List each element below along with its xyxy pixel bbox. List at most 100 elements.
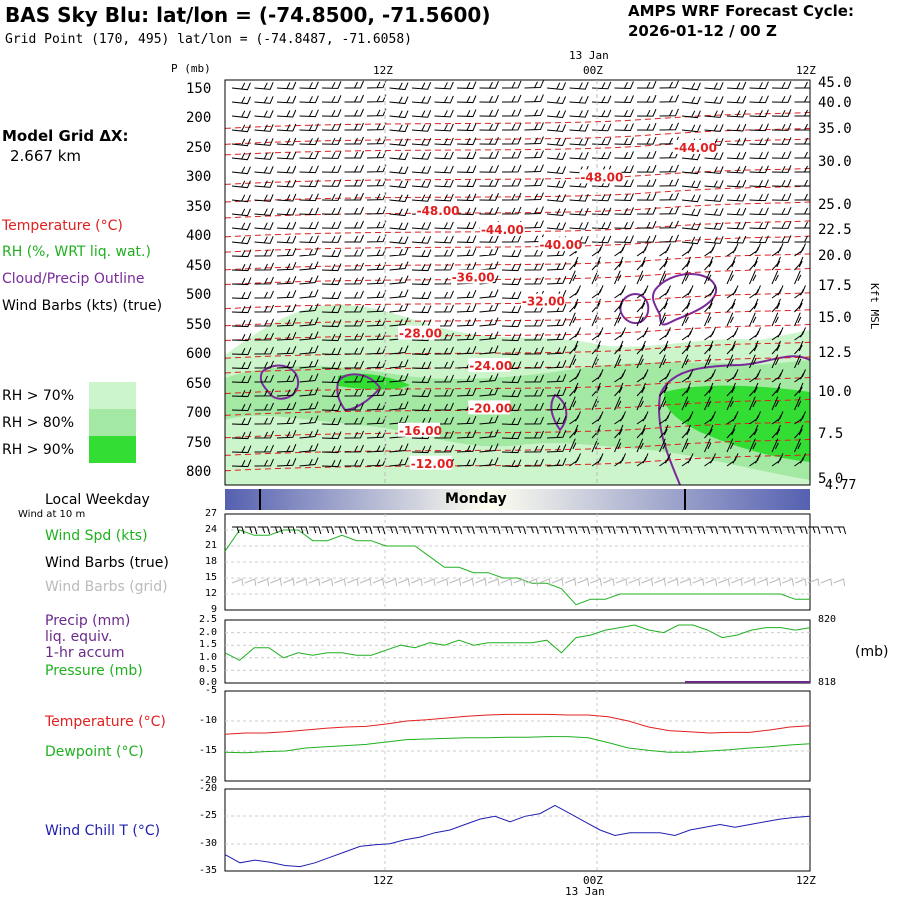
wind-barb-151 — [704, 152, 724, 160]
wind-barb-423 — [389, 303, 409, 313]
wind-barb-184 — [276, 179, 297, 188]
wind-barb-542 — [726, 354, 734, 369]
wind-barb-170 — [546, 166, 567, 174]
wind-barb-187 — [344, 178, 364, 187]
wind-barb-615 — [614, 396, 622, 411]
wind-barb-411 — [704, 285, 716, 299]
grid-barb-42 — [769, 578, 782, 587]
wind-barb-689 — [524, 444, 544, 453]
wind-barb-226 — [636, 192, 657, 201]
wind-barb-89 — [479, 123, 499, 131]
wind-barb-460 — [636, 312, 644, 327]
wind-barb-365 — [254, 276, 274, 285]
grid-barb-30 — [615, 578, 628, 587]
wind-barb-181 — [794, 165, 810, 173]
wind-barb-612 — [546, 402, 567, 411]
surface-barb-1 — [244, 526, 258, 535]
grid-barb-47 — [833, 578, 846, 587]
wind-barb-648 — [771, 411, 784, 425]
wind-barb-31 — [344, 94, 364, 103]
wind-barb-335 — [749, 243, 761, 257]
wind-barb-13 — [524, 80, 544, 89]
wind-barb-95 — [614, 123, 634, 131]
temp-tick-0: -5 — [205, 685, 218, 696]
grid-barb-40 — [743, 578, 756, 587]
wind-barb-533 — [524, 360, 544, 369]
wind-barb-80 — [276, 123, 297, 132]
wind-barb-308 — [726, 235, 747, 244]
grid-barb-18 — [462, 578, 474, 587]
wind-barb-269 — [434, 221, 454, 230]
wind-barb-590 — [636, 382, 646, 397]
wind-barb-219 — [479, 193, 499, 201]
grid-barb-27 — [577, 578, 590, 587]
wind-barb-716 — [546, 458, 567, 467]
surface-barb-3 — [270, 526, 283, 535]
wind-barb-593 — [704, 382, 714, 397]
wind-barb-189 — [389, 180, 409, 189]
wind-barb-111 — [389, 138, 409, 147]
wind-barb-93 — [569, 123, 589, 132]
wind-barb-554 — [411, 375, 432, 384]
wind-barb-660 — [456, 430, 477, 439]
wind-barb-565 — [659, 369, 671, 383]
wind-barb-504 — [456, 346, 477, 355]
wind-barb-387 — [749, 270, 757, 285]
wind-barb-139 — [434, 151, 454, 160]
wind-barb-200 — [636, 178, 657, 187]
temp-label-6: -32.00 — [522, 295, 565, 309]
wind-barb-41 — [569, 95, 589, 104]
wind-barb-513 — [659, 340, 669, 355]
surface-barb-24 — [539, 526, 552, 535]
wind-barb-551 — [344, 374, 364, 383]
wind-barb-718 — [591, 453, 604, 467]
surface-barb-22 — [513, 526, 527, 535]
wind-barb-148 — [636, 150, 657, 159]
wind-barb-673 — [749, 424, 759, 439]
wind-barb-714 — [501, 459, 522, 468]
wind-barb-309 — [749, 235, 769, 244]
wind-barb-466 — [771, 312, 779, 327]
grid-barb-10 — [359, 578, 372, 587]
wind-barb-646 — [726, 411, 739, 425]
wind-barb-208 — [231, 194, 251, 203]
wind-barb-684 — [411, 445, 432, 454]
wind-barb-85 — [389, 124, 409, 133]
wind-barb-389 — [794, 270, 802, 285]
wind-barb-53 — [254, 110, 274, 118]
wind-barb-17 — [614, 81, 634, 89]
wind-barb-720 — [636, 453, 649, 467]
wind-barb-509 — [569, 340, 579, 355]
wind-barb-179 — [749, 165, 769, 174]
wind-barb-156 — [231, 166, 251, 175]
wind-barb-597 — [794, 382, 804, 397]
grid-barb-37 — [705, 578, 718, 587]
surface-barb-43 — [782, 526, 795, 535]
wind-barb-461 — [659, 312, 667, 327]
wind-barb-449 — [389, 317, 409, 327]
wind-barb-647 — [749, 411, 761, 425]
wind-barb-556 — [456, 374, 477, 383]
wind-barb-304 — [636, 234, 657, 243]
wind-barb-14 — [546, 82, 567, 90]
wind-at-10m-label: Wind at 10 m — [18, 509, 86, 520]
temp-label-10: -16.00 — [399, 424, 442, 438]
wind-barb-619 — [704, 396, 712, 411]
wind-barb-98 — [681, 124, 701, 133]
wind-barb-61 — [434, 109, 454, 118]
wind-barb-502 — [411, 347, 432, 356]
wind-barb-185 — [299, 179, 319, 188]
wind-barb-620 — [726, 396, 734, 411]
wind-barb-627 — [299, 415, 319, 425]
wind-barb-706 — [321, 459, 342, 468]
bottom-tick-12z-b: 12Z — [796, 874, 816, 887]
wind-barb-296 — [456, 235, 477, 244]
pressure-tick-300: 300 — [186, 169, 212, 186]
wind-barb-719 — [614, 453, 626, 467]
pressure-tick-500: 500 — [186, 287, 212, 304]
wind-barb-598 — [231, 403, 252, 412]
wind-barb-212 — [321, 193, 342, 201]
wind-barb-144 — [546, 152, 567, 160]
wind-barb-103 — [794, 123, 810, 131]
